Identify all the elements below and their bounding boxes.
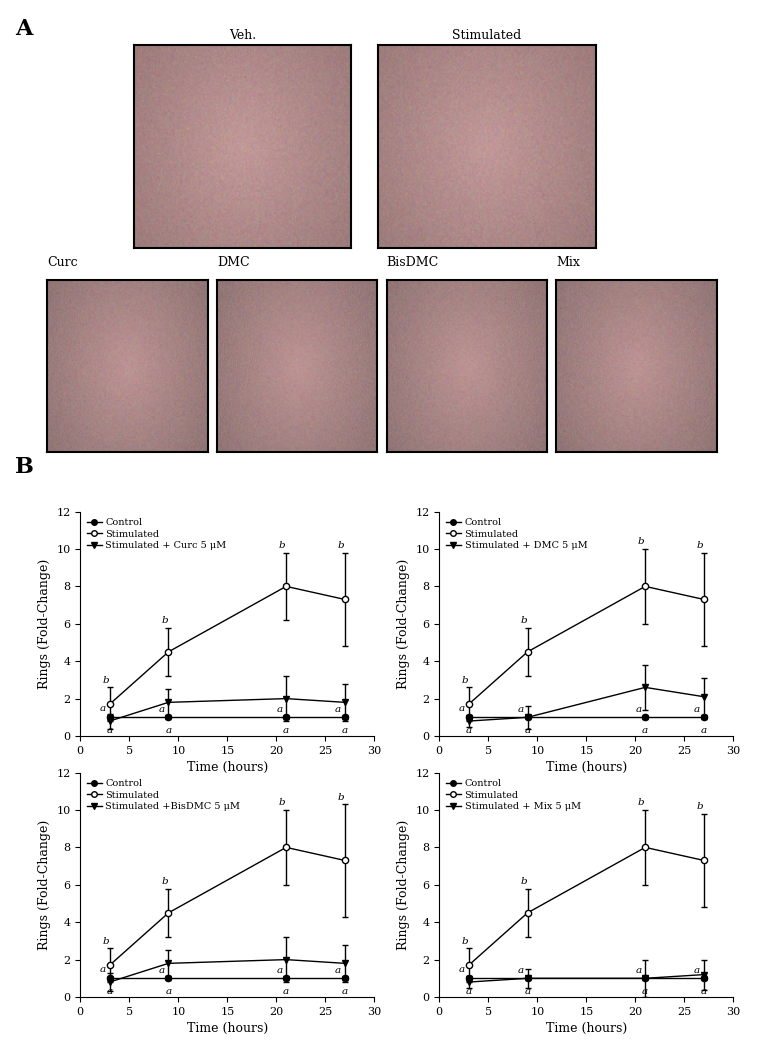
Title: Stimulated: Stimulated — [452, 29, 522, 43]
Text: a: a — [636, 705, 642, 714]
X-axis label: Time (hours): Time (hours) — [186, 1022, 268, 1036]
Legend: Control, Stimulated, Stimulated + Mix 5 μM: Control, Stimulated, Stimulated + Mix 5 … — [444, 778, 583, 813]
Text: Curc: Curc — [47, 257, 78, 269]
Text: a: a — [106, 727, 113, 735]
Text: a: a — [642, 988, 649, 996]
Text: b: b — [338, 541, 345, 550]
Text: a: a — [518, 705, 524, 714]
Text: a: a — [335, 705, 342, 714]
Text: a: a — [342, 988, 348, 996]
Text: b: b — [161, 616, 168, 624]
Text: a: a — [100, 965, 106, 974]
Text: a: a — [636, 966, 642, 975]
Text: BisDMC: BisDMC — [387, 257, 439, 269]
Text: b: b — [161, 877, 168, 885]
Text: A: A — [15, 18, 33, 40]
X-axis label: Time (hours): Time (hours) — [186, 761, 268, 775]
X-axis label: Time (hours): Time (hours) — [545, 761, 627, 775]
Text: a: a — [465, 727, 472, 735]
Y-axis label: Rings (Fold-Change): Rings (Fold-Change) — [397, 820, 410, 950]
Text: b: b — [102, 675, 109, 685]
Text: b: b — [338, 792, 345, 802]
Text: a: a — [100, 704, 106, 713]
Text: a: a — [465, 988, 472, 996]
Text: a: a — [694, 705, 701, 714]
Text: B: B — [15, 456, 34, 478]
Text: a: a — [159, 966, 165, 975]
Text: a: a — [277, 966, 283, 975]
Text: a: a — [459, 704, 465, 713]
Text: b: b — [461, 675, 468, 685]
X-axis label: Time (hours): Time (hours) — [545, 1022, 627, 1036]
Text: a: a — [701, 988, 707, 996]
Text: a: a — [335, 966, 342, 975]
Text: a: a — [694, 966, 701, 975]
Text: b: b — [638, 799, 645, 807]
Text: a: a — [642, 727, 649, 735]
Y-axis label: Rings (Fold-Change): Rings (Fold-Change) — [397, 559, 410, 689]
Text: b: b — [697, 541, 704, 550]
Legend: Control, Stimulated, Stimulated +BisDMC 5 μM: Control, Stimulated, Stimulated +BisDMC … — [85, 778, 242, 813]
Text: b: b — [279, 541, 286, 550]
Text: a: a — [106, 988, 113, 996]
Text: a: a — [524, 988, 531, 996]
Text: a: a — [524, 727, 531, 735]
Text: b: b — [279, 799, 286, 807]
Text: a: a — [277, 705, 283, 714]
Title: Veh.: Veh. — [229, 29, 256, 43]
Text: a: a — [701, 727, 707, 735]
Text: a: a — [283, 727, 290, 735]
Legend: Control, Stimulated, Stimulated + DMC 5 μM: Control, Stimulated, Stimulated + DMC 5 … — [444, 517, 589, 552]
Text: a: a — [283, 988, 290, 996]
Text: b: b — [102, 936, 109, 946]
Text: a: a — [165, 727, 172, 735]
Y-axis label: Rings (Fold-Change): Rings (Fold-Change) — [37, 820, 50, 950]
Text: a: a — [159, 705, 165, 714]
Text: a: a — [459, 965, 465, 974]
Y-axis label: Rings (Fold-Change): Rings (Fold-Change) — [37, 559, 50, 689]
Legend: Control, Stimulated, Stimulated + Curc 5 μM: Control, Stimulated, Stimulated + Curc 5… — [85, 517, 228, 552]
Text: a: a — [165, 988, 172, 996]
Text: b: b — [461, 936, 468, 946]
Text: a: a — [342, 727, 348, 735]
Text: b: b — [520, 877, 527, 885]
Text: DMC: DMC — [217, 257, 250, 269]
Text: b: b — [697, 802, 704, 811]
Text: b: b — [638, 538, 645, 546]
Text: a: a — [518, 966, 524, 975]
Text: Mix: Mix — [556, 257, 580, 269]
Text: b: b — [520, 616, 527, 624]
